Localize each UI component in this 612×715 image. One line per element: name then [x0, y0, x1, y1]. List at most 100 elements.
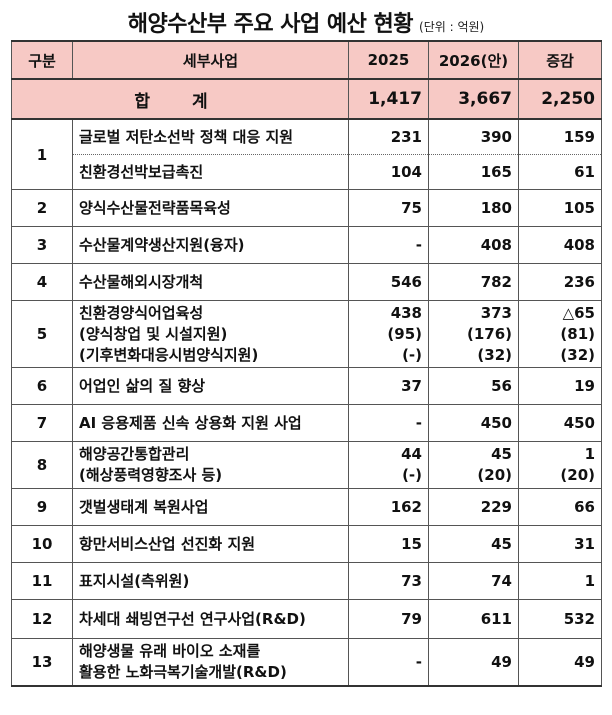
row-number: 10	[11, 525, 73, 563]
value-change: 1 (20)	[518, 441, 602, 489]
value-line: 44	[401, 445, 422, 463]
total-label: 합 계	[11, 78, 349, 120]
header-row: 구분 세부사업 2025 2026(안) 증감	[11, 40, 602, 80]
table-row: 1 글로벌 저탄소선박 정책 대응 지원 231 390 159	[11, 118, 602, 190]
value-2025: -	[348, 638, 429, 687]
value-2026: 390	[428, 118, 519, 155]
project-name: AI 응용제품 신속 상용화 지원 사업	[72, 404, 349, 442]
project-name-line: (해상풍력영향조사 등)	[79, 466, 223, 484]
table-row: 5 친환경양식어업육성 (양식창업 및 시설지원) (기후변화대응시범양식지원)…	[11, 300, 602, 368]
value-line: 1	[584, 445, 595, 463]
value-2026: 373 (176) (32)	[428, 300, 519, 368]
value-change: △65 (81) (32)	[518, 300, 602, 368]
value-2025: 162	[348, 488, 429, 526]
project-name: 수산물해외시장개척	[72, 263, 349, 301]
project-name: 친환경선박보급촉진	[72, 154, 349, 190]
value-line: (-)	[402, 345, 422, 364]
total-row: 합 계 1,417 3,667 2,250	[11, 78, 602, 120]
value-change: 532	[518, 599, 602, 639]
value-change: 49	[518, 638, 602, 687]
row-number: 7	[11, 404, 73, 442]
total-2026: 3,667	[428, 78, 519, 120]
budget-table: 구분 세부사업 2025 2026(안) 증감 합 계 1,417 3,667 …	[11, 40, 602, 687]
value-change: 105	[518, 189, 602, 227]
row-number: 4	[11, 263, 73, 301]
table-row: 13 해양생물 유래 바이오 소재를 활용한 노화극복기술개발(R&D) - 4…	[11, 638, 602, 687]
value-change: 450	[518, 404, 602, 442]
project-name: 항만서비스산업 선진화 지원	[72, 525, 349, 563]
value-change: 159	[518, 118, 602, 155]
project-name: 어업인 삶의 질 향상	[72, 367, 349, 405]
value-change: 19	[518, 367, 602, 405]
value-2025: 546	[348, 263, 429, 301]
value-change: 408	[518, 226, 602, 264]
value-change: 31	[518, 525, 602, 563]
table-row: 8 해양공간통합관리 (해상풍력영향조사 등) 44 (-) 45 (20) 1…	[11, 441, 602, 489]
project-name-line: (기후변화대응시범양식지원)	[79, 345, 259, 364]
value-line: (81)	[560, 324, 595, 343]
value-2025: 75	[348, 189, 429, 227]
value-change: 66	[518, 488, 602, 526]
table-row: 친환경선박보급촉진 104 165 61	[12, 154, 602, 190]
value-2026: 45	[428, 525, 519, 563]
project-name: 해양생물 유래 바이오 소재를 활용한 노화극복기술개발(R&D)	[72, 638, 349, 687]
value-line: 373	[480, 303, 512, 322]
header-2025: 2025	[348, 40, 429, 80]
value-2025: 438 (95) (-)	[348, 300, 429, 368]
value-2026: 180	[428, 189, 519, 227]
value-2026: 450	[428, 404, 519, 442]
value-2026: 782	[428, 263, 519, 301]
value-2026: 49	[428, 638, 519, 687]
row-number: 3	[11, 226, 73, 264]
value-line: 438	[390, 303, 422, 322]
row-number: 11	[11, 562, 73, 600]
value-line: 45	[491, 445, 512, 463]
row-number: 5	[11, 300, 73, 368]
value-2025: 79	[348, 599, 429, 639]
unit-label: (단위 : 억원)	[419, 20, 485, 34]
page-title: 해양수산부 주요 사업 예산 현황	[127, 12, 414, 37]
project-name-line: (양식창업 및 시설지원)	[79, 324, 228, 343]
row-number: 13	[11, 638, 73, 687]
header-change: 증감	[518, 40, 602, 80]
value-2025: 37	[348, 367, 429, 405]
value-change: 61	[518, 154, 602, 190]
value-2025: 44 (-)	[348, 441, 429, 489]
project-name: 친환경양식어업육성 (양식창업 및 시설지원) (기후변화대응시범양식지원)	[72, 300, 349, 368]
total-2025: 1,417	[348, 78, 429, 120]
project-name-line: 친환경양식어업육성	[79, 303, 204, 322]
row-number: 12	[11, 599, 73, 639]
value-line: △65	[562, 303, 595, 322]
table-row: 6 어업인 삶의 질 향상 37 56 19	[11, 367, 602, 405]
project-name: 양식수산물전략품목육성	[72, 189, 349, 227]
project-name: 수산물계약생산지원(융자)	[72, 226, 349, 264]
value-2026: 229	[428, 488, 519, 526]
table-row: 4 수산물해외시장개척 546 782 236	[11, 263, 602, 301]
table-row: 10 항만서비스산업 선진화 지원 15 45 31	[11, 525, 602, 563]
total-change: 2,250	[518, 78, 602, 120]
header-category: 구분	[11, 40, 73, 80]
value-line: (176)	[466, 324, 512, 343]
value-2026: 45 (20)	[428, 441, 519, 489]
value-2026: 56	[428, 367, 519, 405]
row-number: 8	[11, 441, 73, 489]
row-number: 6	[11, 367, 73, 405]
value-2026: 611	[428, 599, 519, 639]
value-2025: -	[348, 404, 429, 442]
header-2026: 2026(안)	[428, 40, 519, 80]
row-number: 9	[11, 488, 73, 526]
table-row: 12 차세대 쇄빙연구선 연구사업(R&D) 79 611 532	[11, 599, 602, 639]
value-change: 236	[518, 263, 602, 301]
value-line: (20)	[560, 466, 595, 484]
value-line: (32)	[560, 345, 595, 364]
project-name: 해양공간통합관리 (해상풍력영향조사 등)	[72, 441, 349, 489]
title-area: 해양수산부 주요 사업 예산 현황 (단위 : 억원)	[0, 6, 612, 38]
project-name-line: 해양생물 유래 바이오 소재를	[79, 642, 261, 660]
value-line: (95)	[387, 324, 422, 343]
table-row: 3 수산물계약생산지원(융자) - 408 408	[11, 226, 602, 264]
value-line: (20)	[477, 466, 512, 484]
header-project: 세부사업	[72, 40, 349, 80]
project-name-line: 활용한 노화극복기술개발(R&D)	[79, 663, 287, 681]
row-number: 2	[11, 189, 73, 227]
value-line: (-)	[402, 466, 422, 484]
